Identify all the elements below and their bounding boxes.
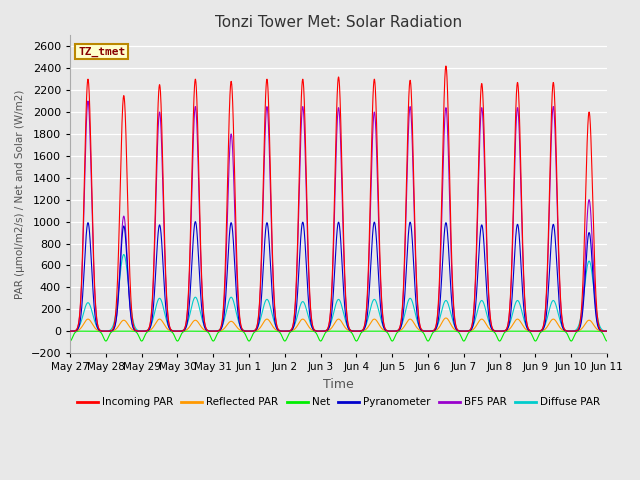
X-axis label: Time: Time (323, 378, 354, 391)
Text: TZ_tmet: TZ_tmet (78, 47, 125, 57)
Legend: Incoming PAR, Reflected PAR, Net, Pyranometer, BF5 PAR, Diffuse PAR: Incoming PAR, Reflected PAR, Net, Pyrano… (72, 393, 605, 411)
Title: Tonzi Tower Met: Solar Radiation: Tonzi Tower Met: Solar Radiation (215, 15, 462, 30)
Y-axis label: PAR (μmol/m2/s) / Net and Solar (W/m2): PAR (μmol/m2/s) / Net and Solar (W/m2) (15, 90, 25, 299)
